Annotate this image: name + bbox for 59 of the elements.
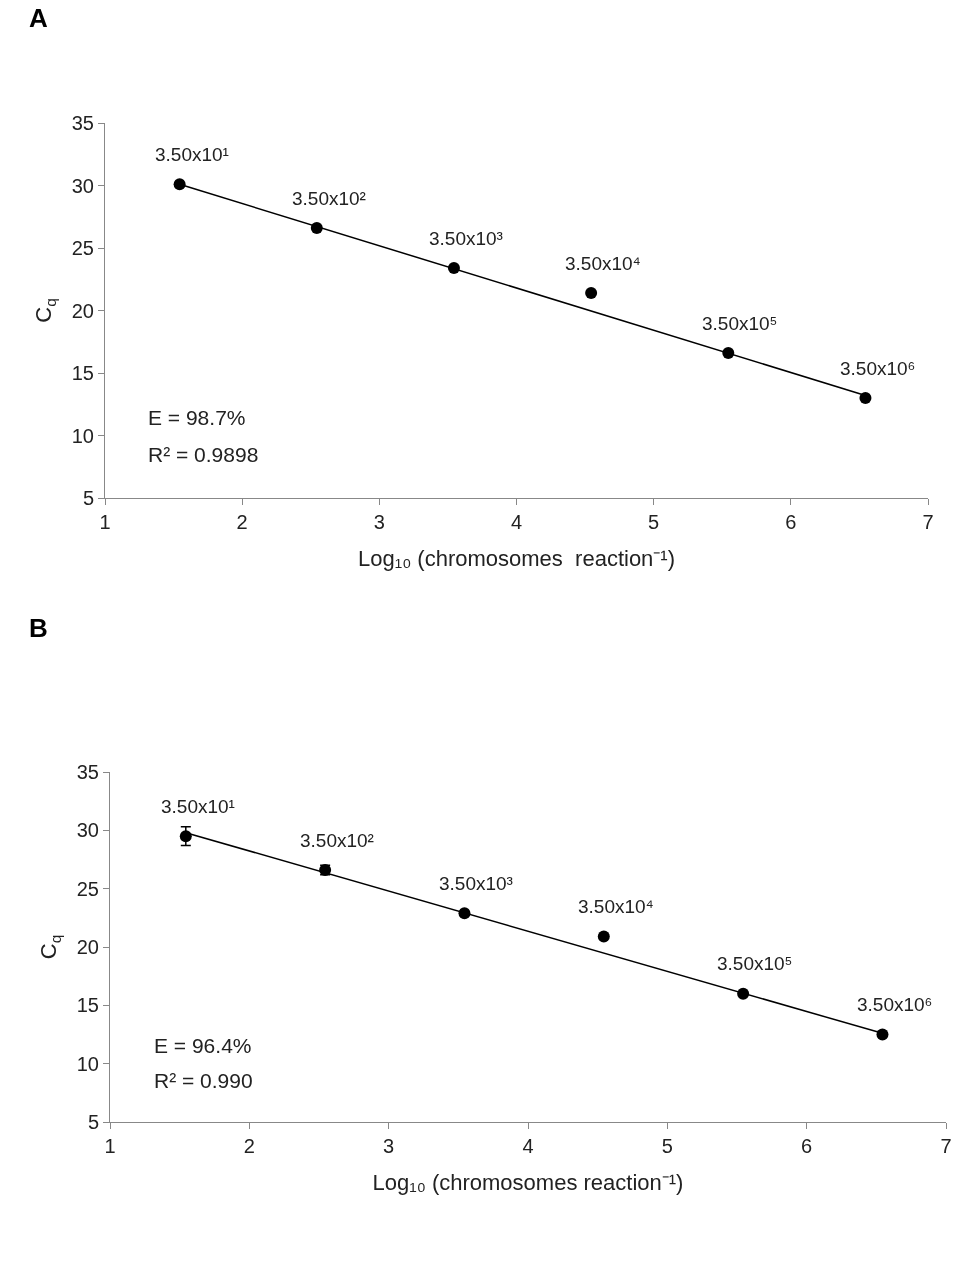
x-tick-label: 7 bbox=[940, 1135, 952, 1157]
annotation: 3.50x10⁴ bbox=[578, 896, 654, 917]
x-tick-label: 4 bbox=[522, 1135, 534, 1157]
y-tick-label: 5 bbox=[87, 1111, 99, 1133]
x-tick-label: 6 bbox=[801, 1135, 813, 1157]
x-tick-label: 5 bbox=[661, 1135, 673, 1157]
y-tick-label: 5 bbox=[82, 487, 94, 509]
point bbox=[447, 262, 460, 274]
x-tick-label: 1 bbox=[104, 1135, 116, 1157]
annotation: 3.50x10³ bbox=[439, 873, 513, 894]
annotation: R² = 0.9898 bbox=[148, 443, 259, 466]
x-tick-label: 1 bbox=[99, 511, 111, 533]
point bbox=[597, 930, 610, 943]
point bbox=[859, 392, 872, 404]
x-tick-label: 7 bbox=[922, 511, 934, 533]
y-tick-label: 35 bbox=[71, 112, 94, 134]
x-axis-title: Log₁₀ (chromosomes reaction⁻¹) bbox=[358, 545, 675, 571]
point bbox=[737, 987, 750, 1000]
x-tick-label: 4 bbox=[510, 511, 523, 533]
chart-title: B bbox=[28, 613, 48, 644]
annotation: 3.50x10⁶ bbox=[857, 994, 933, 1015]
y-tick-label: 15 bbox=[76, 994, 99, 1017]
x-tick-label: 5 bbox=[648, 511, 660, 533]
annotation: 3.50x10⁶ bbox=[840, 358, 916, 379]
annotation: 3.50x10² bbox=[292, 188, 366, 209]
annotation: E = 96.4% bbox=[154, 1034, 252, 1057]
x-tick-label: 3 bbox=[373, 511, 385, 533]
annotation: 3.50x10¹ bbox=[155, 144, 229, 165]
chart-title: A bbox=[28, 3, 48, 34]
annotation: 3.50x10³ bbox=[429, 228, 503, 249]
y-tick-label: 30 bbox=[71, 174, 94, 197]
x-axis-title: Log₁₀ (chromosomes reaction⁻¹) bbox=[372, 1169, 684, 1195]
annotation: 3.50x10² bbox=[300, 830, 374, 851]
y-tick-label: 30 bbox=[76, 819, 99, 842]
point bbox=[458, 907, 471, 920]
y-tick-label: 15 bbox=[71, 362, 94, 384]
x-tick-label: 3 bbox=[383, 1135, 395, 1157]
x-tick-label: 6 bbox=[785, 511, 797, 533]
point bbox=[173, 178, 186, 191]
point bbox=[876, 1028, 889, 1041]
y-tick-label: 10 bbox=[71, 424, 94, 447]
y-tick-label: 25 bbox=[71, 237, 94, 259]
annotation: 3.50x10¹ bbox=[161, 796, 235, 817]
y-tick-label: 25 bbox=[76, 877, 99, 900]
annotation: 3.50x10⁵ bbox=[702, 313, 778, 334]
x-tick-label: 2 bbox=[236, 511, 248, 533]
annotation: 3.50x10⁴ bbox=[565, 253, 641, 274]
point bbox=[722, 347, 735, 359]
annotation: R² = 0.990 bbox=[154, 1069, 253, 1092]
x-tick-label: 2 bbox=[243, 1135, 255, 1157]
annotation: 3.50x10⁵ bbox=[717, 953, 793, 974]
point bbox=[585, 287, 598, 299]
point bbox=[310, 222, 323, 234]
y-tick-label: 20 bbox=[76, 936, 99, 958]
y-tick-label: 10 bbox=[76, 1052, 99, 1075]
point bbox=[179, 830, 192, 843]
y-tick-label: 35 bbox=[76, 761, 99, 783]
annotation: E = 98.7% bbox=[148, 406, 246, 429]
y-tick-label: 20 bbox=[71, 299, 94, 322]
